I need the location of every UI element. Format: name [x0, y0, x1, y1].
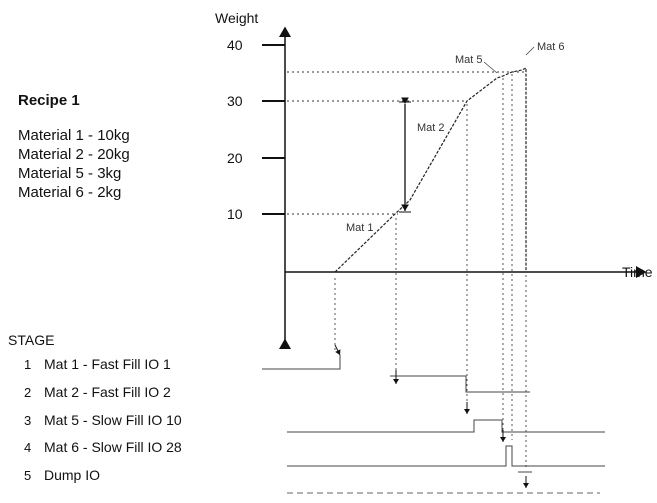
annotation-mat6-leader [525, 46, 535, 56]
stage-signal-3 [287, 419, 605, 433]
recipe-line-1: Material 1 - 10kg [18, 127, 130, 144]
stage-signal-2 [390, 375, 530, 393]
stage-header: STAGE [8, 332, 54, 348]
stage-label-2: Mat 2 - Fast Fill IO 2 [44, 384, 171, 400]
stage-signal-1-arrow [334, 344, 341, 356]
recipe-line-3: Material 5 - 3kg [18, 165, 121, 182]
x-axis-label: Time [622, 264, 653, 280]
stage-num-2: 2 [24, 385, 31, 400]
recipe-line-2: Material 2 - 20kg [18, 146, 130, 163]
annotation-mat6: Mat 6 [537, 41, 565, 53]
annotation-mat2: Mat 2 [417, 122, 445, 134]
recipe-title: Recipe 1 [18, 92, 80, 109]
stage-num-4: 4 [24, 440, 31, 455]
y-tick-label-40: 40 [227, 37, 243, 53]
recipe-line-4: Material 6 - 2kg [18, 184, 121, 201]
annotation-mat1: Mat 1 [346, 222, 374, 234]
y-axis-label: Weight [215, 10, 258, 26]
stage-label-1: Mat 1 - Fast Fill IO 1 [44, 356, 171, 372]
stage-num-1: 1 [24, 357, 31, 372]
annotation-mat5: Mat 5 [455, 54, 483, 66]
annotation-mat5-leader [483, 61, 498, 74]
stage-num-5: 5 [24, 468, 31, 483]
stage-label-4: Mat 6 - Slow Fill IO 28 [44, 439, 182, 455]
stage-label-5: Dump IO [44, 467, 100, 483]
y-tick-label-10: 10 [227, 206, 243, 222]
stage-num-3: 3 [24, 413, 31, 428]
stage-signal-4 [287, 445, 605, 467]
y-tick-label-30: 30 [227, 93, 243, 109]
stage-signal-1 [262, 355, 341, 370]
stage-label-3: Mat 5 - Slow Fill IO 10 [44, 412, 182, 428]
y-tick-label-20: 20 [227, 150, 243, 166]
weight-curve [334, 67, 527, 273]
